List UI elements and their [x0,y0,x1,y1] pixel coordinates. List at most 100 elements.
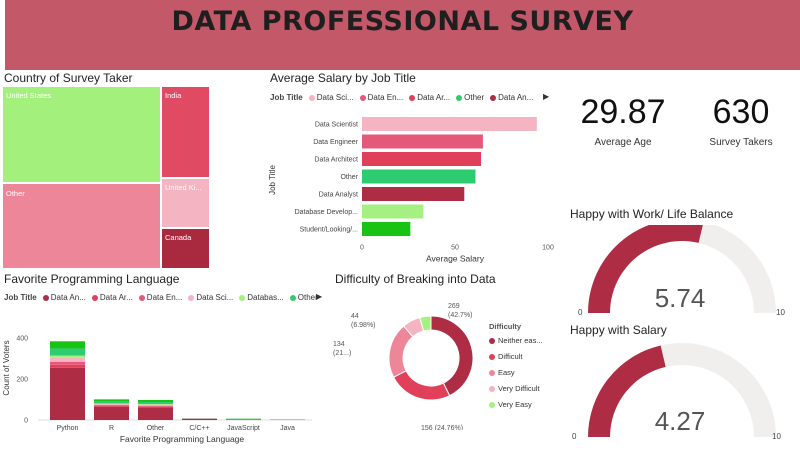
salary-legend-label: Job Title [270,93,303,102]
difficulty-legend-item[interactable]: Difficult [489,352,543,361]
legend-item-label: Data Ar... [99,293,133,302]
salary-x-axis-label: Average Salary [426,254,485,264]
treemap-cell-india[interactable]: India [162,87,209,177]
language-bar-segment [138,406,173,408]
donut-data-label: 44 (6.98%) [351,313,376,329]
language-legend-item[interactable]: Other [289,293,318,302]
salary-legend-item[interactable]: Data An... [490,93,533,102]
legend-dot-icon [239,294,246,301]
legend-dot-icon [489,401,495,408]
difficulty-legend-item[interactable]: Neither eas... [489,336,543,345]
difficulty-legend-item[interactable]: Very Difficult [489,384,543,393]
legend-item-label: Other [297,293,318,302]
salary-legend-item[interactable]: Data Sci... [308,93,354,102]
salary-category-label: Other [340,174,358,181]
legend-item-label: Other [464,93,485,102]
legend-item-label: Data An... [498,93,534,102]
legend-item-label: Data En... [146,293,183,302]
legend-dot-icon [42,294,49,301]
treemap-cell-label: Other [6,189,25,198]
gauge-min-label: 0 [572,432,577,441]
language-x-tick: Java [280,425,295,432]
legend-scroll-right-icon[interactable]: ▶ [316,292,323,301]
language-bar-segment [94,399,129,402]
average-age-value: 29.87 [580,93,666,131]
difficulty-legend-item[interactable]: Very Easy [489,400,543,409]
language-bar-segment [94,405,129,407]
salary-category-label: Data Analyst [319,192,358,199]
treemap-cell-other[interactable]: Other [3,184,160,268]
language-legend-item[interactable]: Data En... [138,293,183,302]
gauge-fill [588,225,703,313]
donut-data-label: 134 (21...) [333,341,351,357]
language-bar-segment [182,418,217,420]
country-treemap[interactable]: United States Other India United Ki... C… [3,87,209,268]
legend-item-label: Data En... [367,93,404,102]
legend-dot-icon [489,337,495,344]
language-legend-item[interactable]: Databas... [239,293,284,302]
treemap-cell-united-kingdom[interactable]: United Ki... [162,179,209,227]
language-bar-segment [50,364,85,368]
language-bar-segment [50,348,85,356]
language-x-tick: R [109,425,114,432]
language-legend-item[interactable]: Data An... [42,293,86,302]
language-bar-segment [94,406,129,420]
language-legend-item[interactable]: Data Sci... [188,293,233,302]
language-x-tick: C/C++ [189,425,209,432]
gauge-value: 5.74 [654,283,706,313]
gauge-min-label: 0 [578,308,583,317]
donut-slice [430,315,474,397]
gauge-fill [588,345,666,437]
treemap-cell-label: Canada [165,233,192,242]
salary-legend-item[interactable]: Other [456,93,484,102]
donut-slice [388,325,414,378]
salary-bar [362,187,465,201]
gauge-value: 4.27 [654,406,706,436]
average-age-label: Average Age [594,137,652,148]
treemap-cell-united-states[interactable]: United States [3,87,160,182]
language-bar-segment [138,402,173,405]
salary-bar [362,204,424,219]
salary-bar [362,117,537,131]
language-bar-segment [50,361,85,365]
language-bar-segment [94,401,129,404]
legend-item-label: Very Easy [498,400,532,409]
dashboard-title: DATA PROFESSIONAL SURVEY [171,6,634,37]
donut-data-label: 156 (24.76%) [421,425,463,430]
legend-dot-icon [489,369,495,376]
treemap-cell-canada[interactable]: Canada [162,229,209,268]
language-legend-item[interactable]: Data Ar... [91,293,133,302]
legend-dot-icon [409,94,416,101]
salary-bar-chart: Data Scientist Data Engineer Data Architec… [268,117,554,264]
legend-item-label: Data An... [50,293,86,302]
difficulty-legend-item[interactable]: Easy [489,368,543,377]
salary-legend-item[interactable]: Data Ar... [409,93,450,102]
salary-y-axis-label: Job Title [268,165,277,195]
header-banner: DATA PROFESSIONAL SURVEY [5,0,800,70]
salary-x-tick: 0 [360,245,364,252]
legend-dot-icon [456,94,463,101]
gauge-title-salary: Happy with Salary [570,323,667,337]
legend-item-label: Easy [498,368,515,377]
gauge-max-label: 10 [772,432,781,441]
salary-category-label: Data Engineer [313,139,358,146]
survey-takers-label: Survey Takers [709,137,773,148]
donut-data-label: 269 (42.7%) [448,303,473,319]
language-bar-segment [94,404,129,405]
survey-takers-value: 630 [712,93,770,131]
salary-category-label: Data Architect [314,157,358,164]
salary-category-label: Database Develop... [295,209,358,216]
donut-slice [392,370,451,401]
language-bar-segment [138,405,173,407]
language-x-axis-label: Favorite Programming Language [120,434,245,444]
salary-bar [362,134,483,149]
treemap-cell-label: United Ki... [165,183,202,192]
language-bar-segment [50,357,85,362]
language-chart-title: Favorite Programming Language [4,272,180,286]
gauge-max-label: 10 [776,308,785,317]
legend-scroll-right-icon[interactable]: ▶ [543,92,550,101]
gauge-salary [588,343,776,437]
language-legend-label: Job Title [4,293,37,302]
salary-legend-item[interactable]: Data En... [359,93,404,102]
